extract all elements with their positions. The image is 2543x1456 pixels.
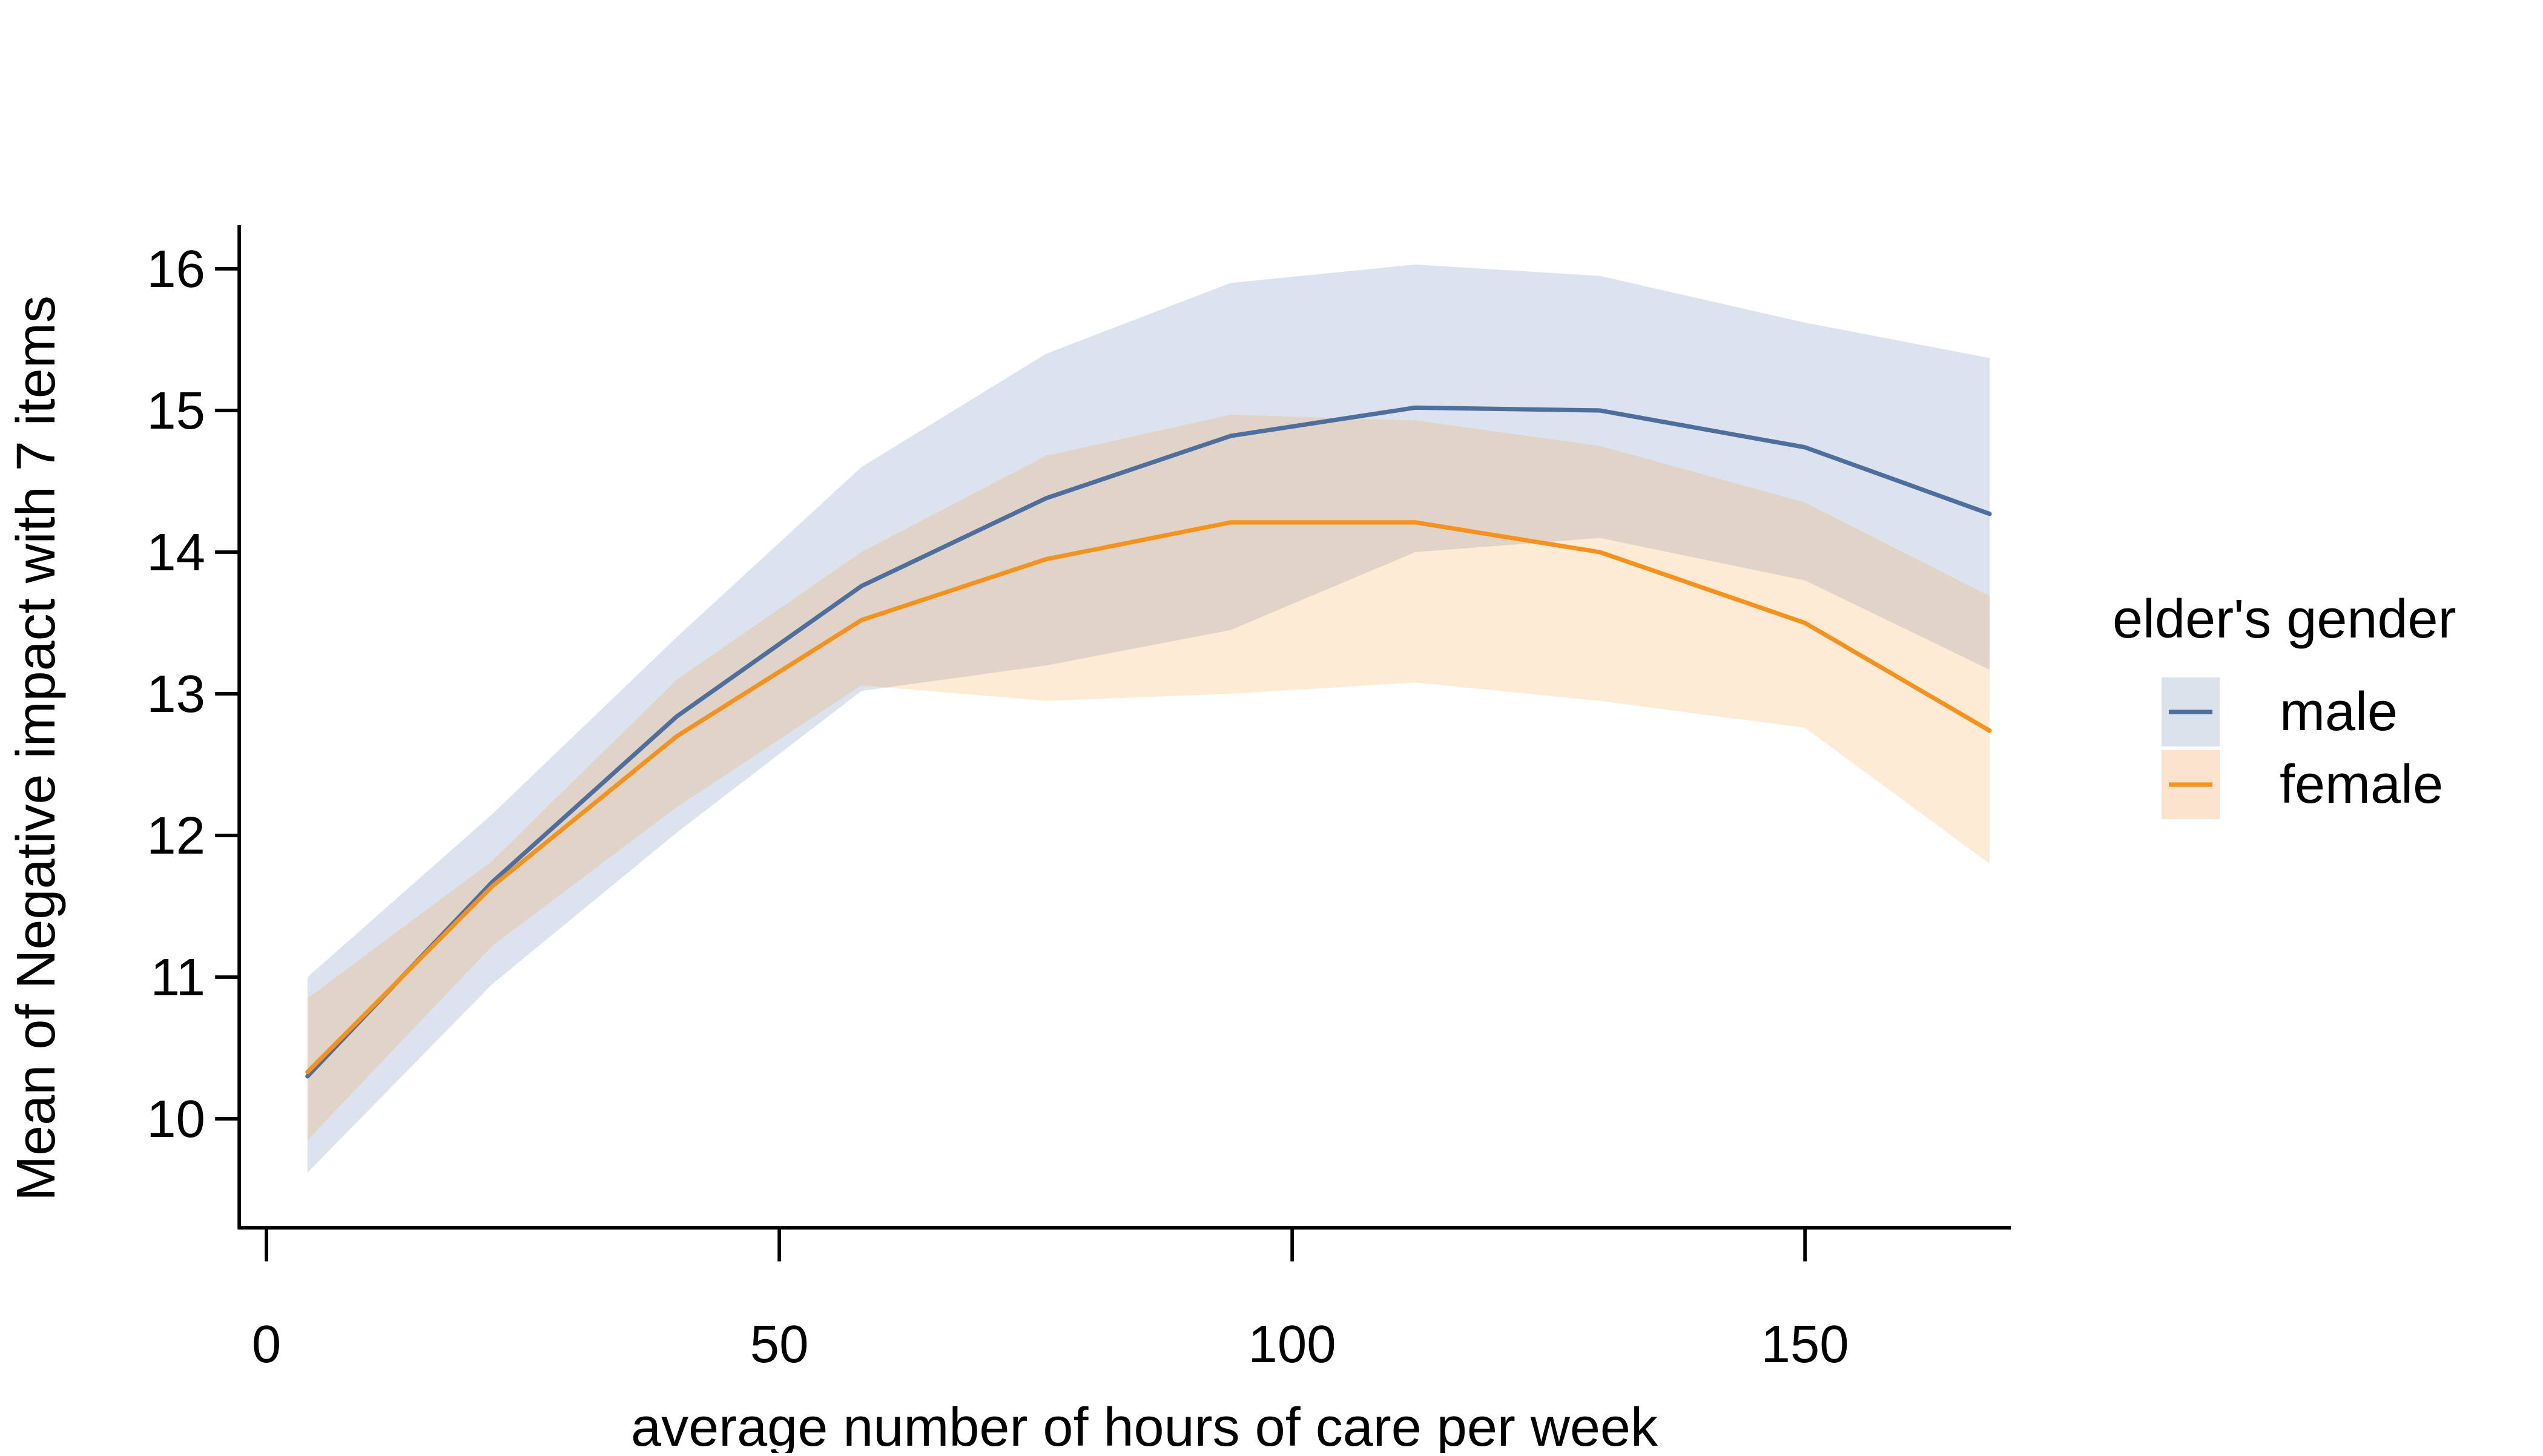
y-axis-title: Mean of Negative impact with 7 items (6, 295, 67, 1201)
y-tick-label: 16 (147, 240, 205, 298)
y-tick-label: 13 (147, 665, 205, 723)
confidence-bands (307, 264, 1990, 1173)
y-tick-label: 15 (147, 381, 205, 440)
ci-band-male (307, 264, 1990, 1173)
y-tick-label: 12 (147, 806, 205, 865)
mean-line-male (305, 405, 1992, 1079)
legend-label-female: female (2280, 754, 2443, 815)
ci-band-female (307, 415, 1990, 1141)
axes (237, 225, 2011, 1230)
legend-title: elder's gender (2113, 589, 2456, 650)
y-tick-label: 14 (147, 523, 205, 582)
legend-label-male: male (2280, 682, 2398, 742)
x-tick-label: 100 (1248, 1315, 1336, 1374)
x-tick-label: 0 (252, 1315, 281, 1374)
x-tick-label: 50 (750, 1315, 809, 1374)
series-lines (305, 405, 1992, 1079)
y-tick-label: 11 (151, 948, 205, 1007)
mean-line-female (305, 520, 1992, 1075)
x-axis-title: average number of hours of care per week (631, 1397, 1658, 1453)
y-tick-label: 10 (147, 1090, 205, 1148)
legend: elder's gender male female (2113, 589, 2456, 819)
x-tick-label: 150 (1761, 1315, 1849, 1374)
